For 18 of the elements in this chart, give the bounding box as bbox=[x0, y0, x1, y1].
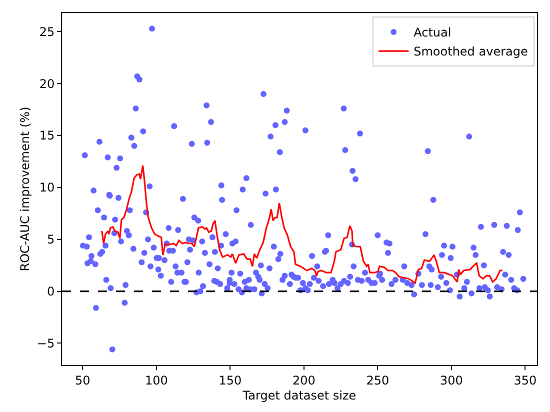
x-tick-label: 150 bbox=[218, 373, 242, 388]
y-tick-label: 25 bbox=[39, 24, 55, 39]
y-tick-label: 5 bbox=[46, 232, 55, 247]
y-tick-label: 20 bbox=[39, 76, 55, 91]
y-tick-label: 0 bbox=[46, 284, 55, 298]
y-tick-label: 15 bbox=[39, 128, 55, 143]
x-tick-label: 250 bbox=[366, 373, 390, 388]
y-tick-label: 10 bbox=[39, 180, 55, 195]
x-tick-label: 200 bbox=[292, 373, 316, 388]
legend-label: Actual bbox=[414, 26, 452, 40]
x-tick-label: 350 bbox=[514, 373, 537, 388]
x-axis-title: Target dataset size bbox=[242, 388, 356, 402]
legend-label: Smoothed average bbox=[414, 44, 528, 59]
y-tick-label: −5 bbox=[36, 336, 55, 350]
x-tick-label: 50 bbox=[75, 373, 90, 388]
x-tick-label: 100 bbox=[144, 373, 168, 388]
x-tick-label: 300 bbox=[440, 373, 463, 388]
y-axis-title: ROC-AUC improvement (%) bbox=[18, 106, 32, 272]
